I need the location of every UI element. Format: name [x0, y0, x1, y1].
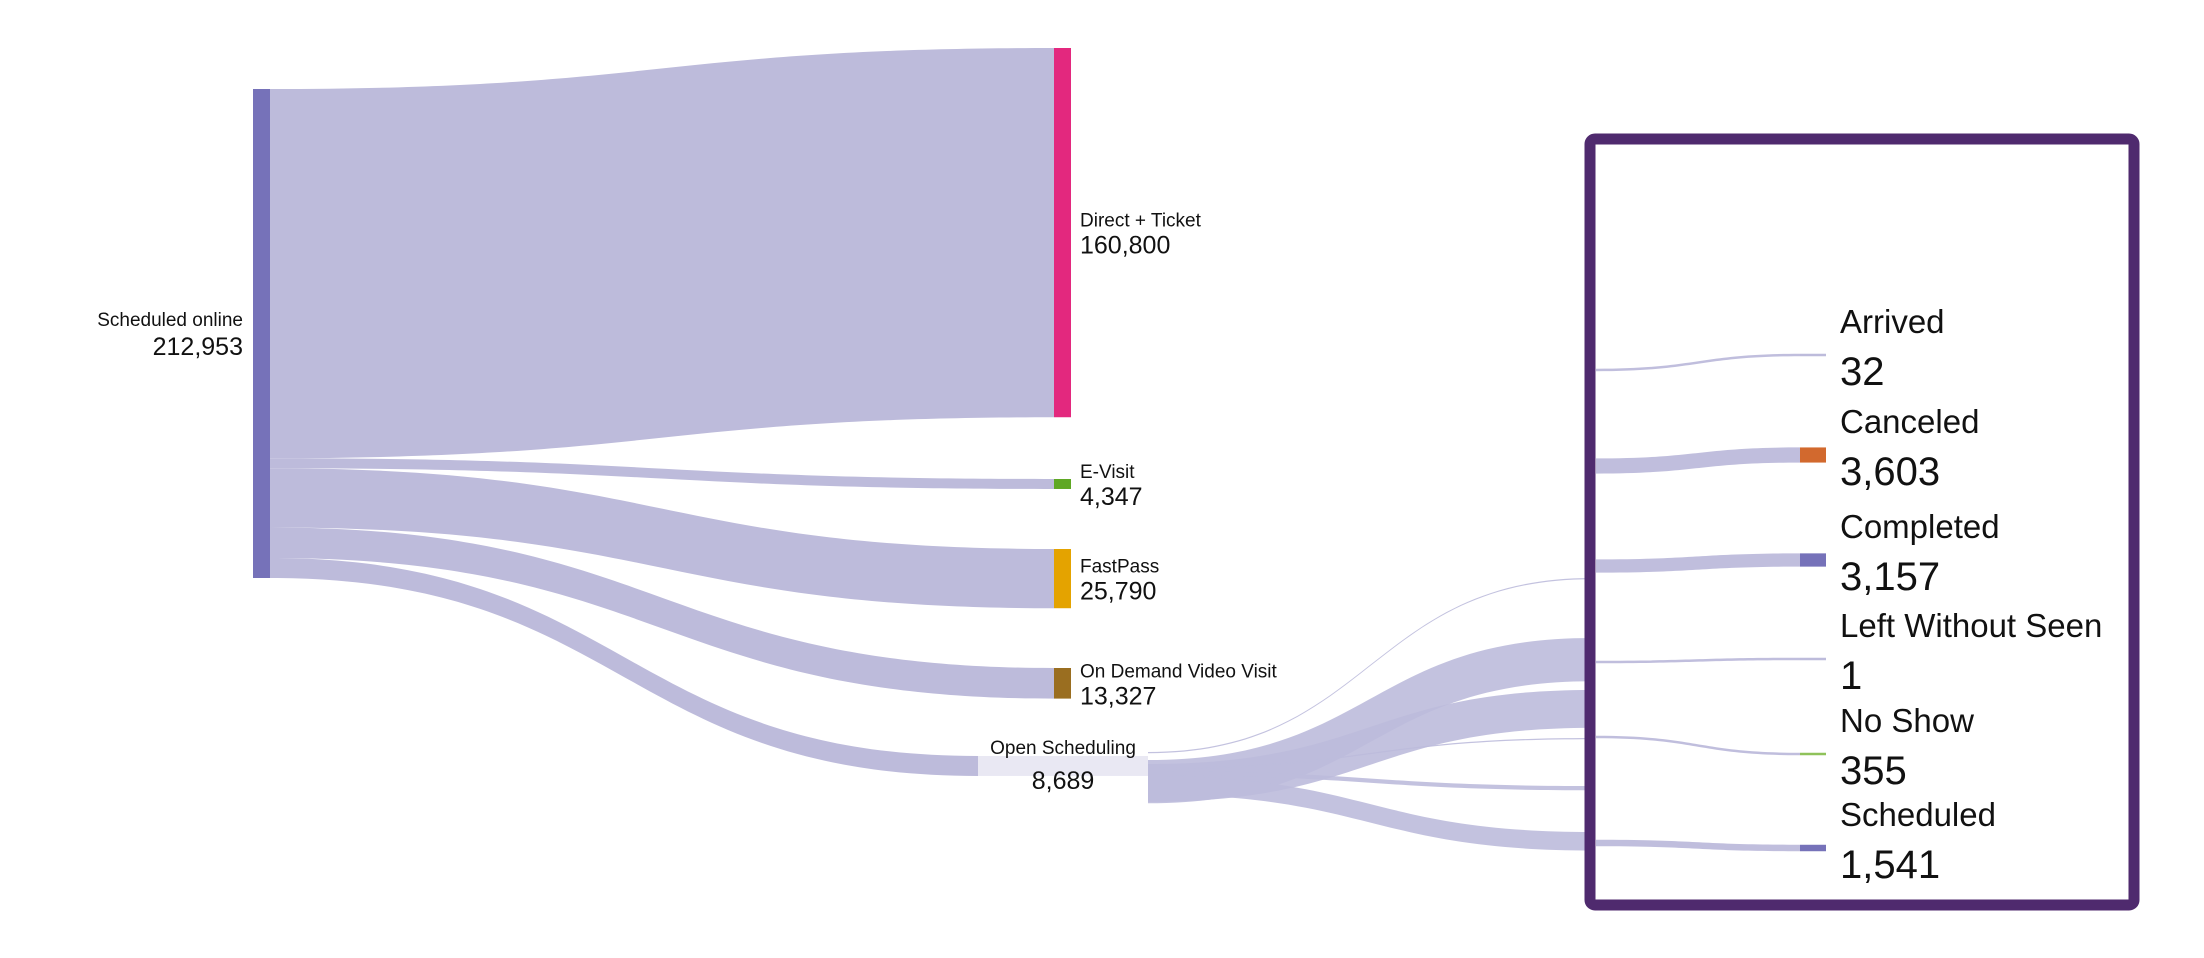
link-fastpass	[270, 468, 1054, 609]
inset-link-no-show	[1596, 735, 1800, 756]
node-value-open-scheduling: 8,689	[1032, 767, 1095, 795]
inset-links	[1596, 353, 1800, 852]
inset-value-canceled: 3,603	[1840, 450, 1940, 494]
link-on-demand-video-visit	[270, 527, 1054, 699]
inset-link-scheduled	[1596, 839, 1800, 852]
link-direct-ticket	[270, 48, 1054, 459]
inset-value-completed: 3,157	[1840, 555, 1940, 599]
inset-value-no-show: 355	[1840, 749, 1907, 793]
inset-background	[1590, 139, 2134, 905]
outcomes-zoom-inset: Arrived 32 Canceled 3,603 Completed 3,157 Left…	[1584, 133, 2140, 911]
inset-link-arrived	[1596, 353, 1800, 372]
node-open-scheduling	[978, 756, 1148, 776]
node-label-e-visit: E-Visit	[1080, 462, 1135, 483]
node-value-direct-ticket: 160,800	[1080, 232, 1170, 260]
outflow-left-without-seen	[1148, 738, 1592, 770]
node-label-open-scheduling: Open Scheduling	[990, 738, 1136, 759]
inset-value-left-without-seen: 1	[1840, 654, 1862, 698]
outflow-arrived	[1148, 578, 1592, 754]
node-label-direct-ticket: Direct + Ticket	[1080, 211, 1202, 232]
inset-node-scheduled	[1800, 844, 1826, 852]
sankey-links	[270, 48, 1592, 851]
inset-link-canceled	[1596, 447, 1800, 474]
node-direct-ticket	[1054, 48, 1071, 418]
inset-node-left-without-seen	[1800, 657, 1826, 661]
inset-label-completed: Completed	[1840, 508, 2000, 545]
inset-labels: Arrived 32 Canceled 3,603 Completed 3,157 Left…	[1840, 303, 2102, 887]
node-fastpass	[1054, 549, 1071, 609]
inset-frame	[1584, 133, 2140, 911]
node-value-fastpass: 25,790	[1080, 578, 1156, 606]
inset-label-arrived: Arrived	[1840, 303, 1945, 340]
node-scheduled-online	[253, 89, 270, 578]
inset-node-arrived	[1800, 353, 1826, 357]
inset-label-scheduled: Scheduled	[1840, 796, 1996, 833]
node-value-e-visit: 4,347	[1080, 483, 1143, 511]
inset-link-left-without-seen	[1596, 657, 1800, 664]
link-open-scheduling	[270, 558, 978, 776]
node-label-scheduled-online: Scheduled online	[97, 310, 243, 331]
node-label-fastpass: FastPass	[1080, 557, 1159, 578]
inset-node-completed	[1800, 553, 1826, 567]
inset-link-completed	[1596, 553, 1800, 573]
inset-node-canceled	[1800, 447, 1826, 463]
sankey-nodes	[253, 48, 1148, 776]
node-label-on-demand-video-visit: On Demand Video Visit	[1080, 661, 1278, 682]
inset-value-scheduled: 1,541	[1840, 843, 1940, 887]
inset-label-left-without-seen: Left Without Seen	[1840, 607, 2102, 644]
node-value-scheduled-online: 212,953	[153, 333, 243, 361]
node-value-on-demand-video-visit: 13,327	[1080, 682, 1156, 710]
outflow-scheduled	[1148, 776, 1592, 851]
node-e-visit	[1054, 479, 1071, 489]
outflow-no-show	[1148, 771, 1592, 791]
node-on-demand-video-visit	[1054, 668, 1071, 699]
inset-label-no-show: No Show	[1840, 702, 1974, 739]
inset-nodes	[1800, 353, 1826, 852]
link-e-visit	[270, 458, 1054, 489]
inset-label-canceled: Canceled	[1840, 403, 1979, 440]
inset-node-no-show	[1800, 752, 1826, 756]
inset-value-arrived: 32	[1840, 350, 1885, 394]
